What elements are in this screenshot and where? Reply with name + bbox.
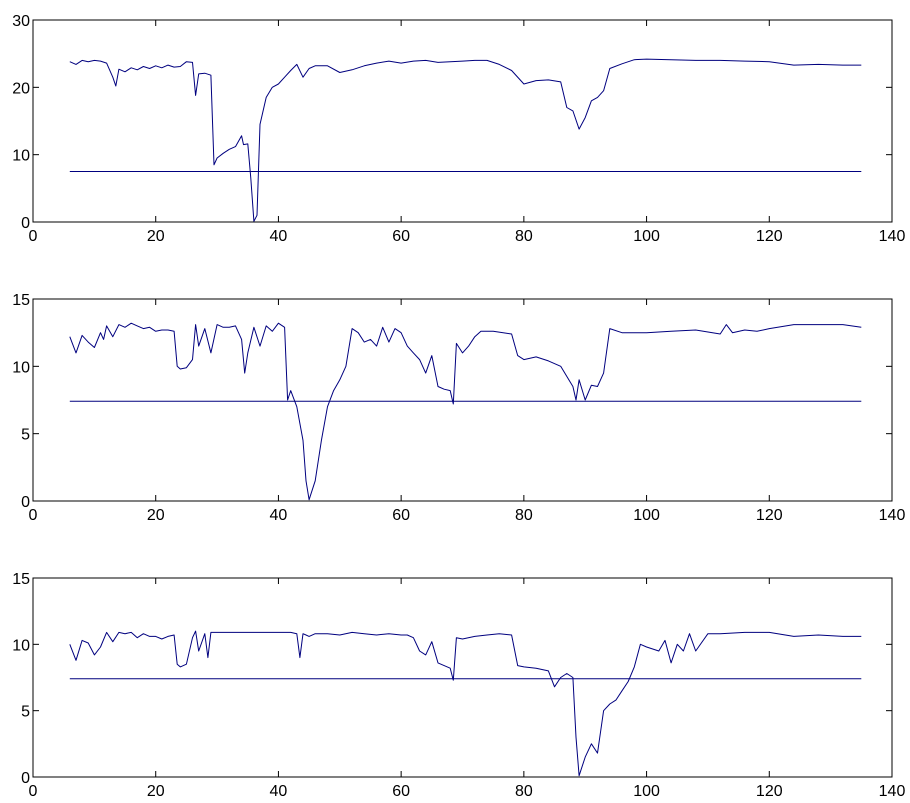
x-tick-label: 120 (756, 783, 783, 800)
y-tick-label: 5 (21, 427, 30, 444)
y-tick-label: 10 (12, 148, 30, 165)
y-tick-label: 20 (12, 80, 30, 97)
axes-frame (32, 19, 893, 223)
subplot-2: 0 20 40 60 80 100 120 140 0 5 10 15 (12, 292, 905, 524)
y-tick-label: 0 (21, 494, 30, 511)
x-tick-label: 100 (633, 228, 660, 245)
y-tick-label: 30 (12, 13, 30, 30)
x-tick-label: 0 (29, 507, 38, 524)
x-tick-label: 80 (515, 783, 533, 800)
x-tick-label: 80 (515, 228, 533, 245)
x-tick-label: 100 (633, 507, 660, 524)
axes-frame (32, 298, 893, 502)
x-tick-label: 0 (29, 783, 38, 800)
signal-line (69, 630, 862, 777)
y-tick-label: 15 (12, 292, 30, 309)
x-tick-label: 120 (756, 228, 783, 245)
y-tick-label: 10 (12, 359, 30, 376)
x-tick-label: 0 (29, 228, 38, 245)
x-tick-label: 60 (392, 228, 410, 245)
x-tick-label: 60 (392, 507, 410, 524)
y-tick-label: 10 (12, 637, 30, 654)
x-tick-label: 140 (879, 228, 906, 245)
x-tick-label: 100 (633, 783, 660, 800)
signal-line (69, 322, 862, 501)
x-tick-label: 140 (879, 507, 906, 524)
x-tick-label: 60 (392, 783, 410, 800)
axes-frame (32, 577, 893, 778)
y-tick-label: 0 (21, 215, 30, 232)
x-tick-label: 40 (270, 507, 288, 524)
signal-line (69, 58, 862, 222)
x-tick-label: 20 (147, 783, 165, 800)
y-tick-label: 15 (12, 571, 30, 588)
x-tick-label: 20 (147, 228, 165, 245)
x-tick-label: 20 (147, 507, 165, 524)
x-tick-label: 40 (270, 783, 288, 800)
subplot-3: 0 20 40 60 80 100 120 140 0 5 10 15 (12, 571, 905, 800)
x-tick-label: 120 (756, 507, 783, 524)
subplot-1: 0 20 40 60 80 100 120 140 0 10 20 30 (12, 13, 905, 245)
y-tick-label: 0 (21, 770, 30, 787)
x-tick-label: 80 (515, 507, 533, 524)
x-tick-label: 40 (270, 228, 288, 245)
y-tick-label: 5 (21, 704, 30, 721)
x-tick-label: 140 (879, 783, 906, 800)
